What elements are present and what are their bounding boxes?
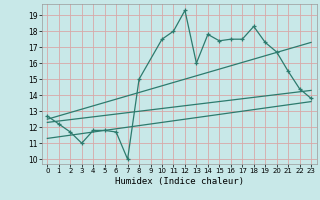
X-axis label: Humidex (Indice chaleur): Humidex (Indice chaleur) <box>115 177 244 186</box>
